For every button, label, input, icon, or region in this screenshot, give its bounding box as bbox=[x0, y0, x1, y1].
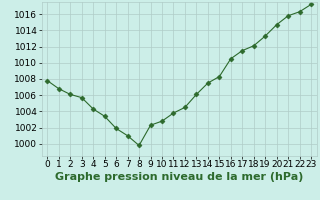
X-axis label: Graphe pression niveau de la mer (hPa): Graphe pression niveau de la mer (hPa) bbox=[55, 172, 303, 182]
